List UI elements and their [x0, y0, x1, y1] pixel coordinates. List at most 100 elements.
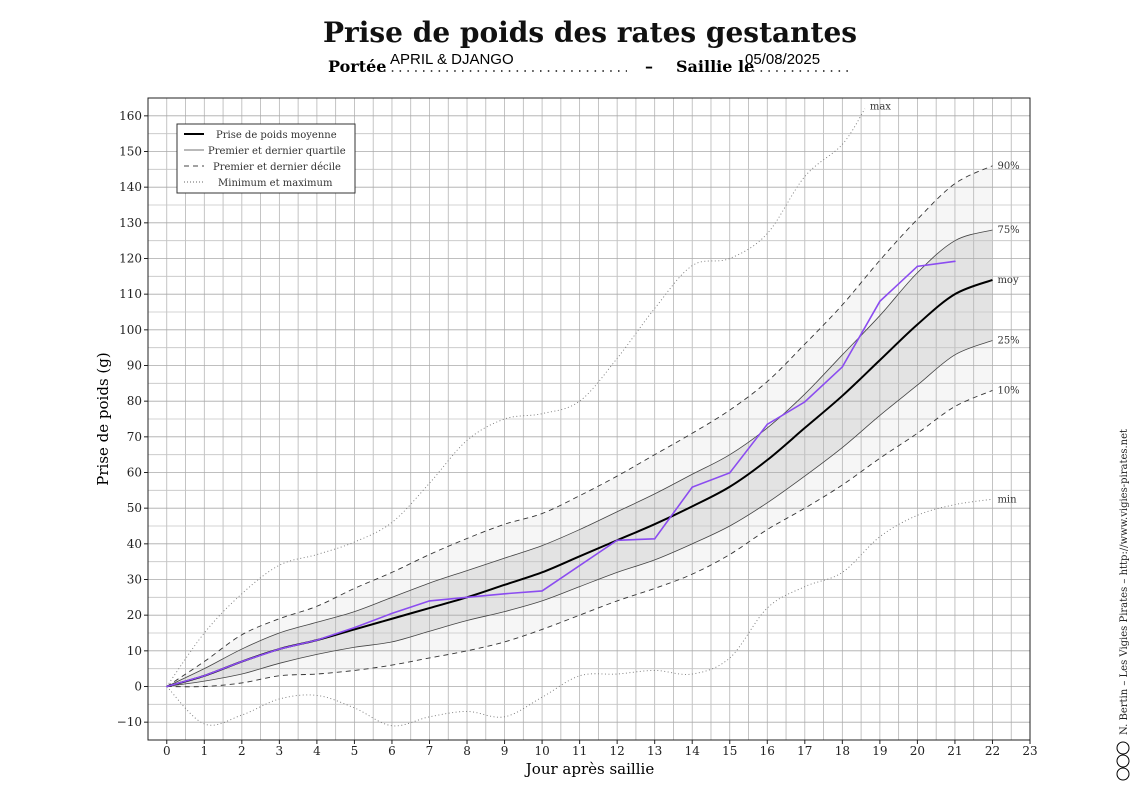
- legend: Prise de poids moyenne Premier et dernie…: [176, 123, 356, 194]
- y-tick-label: 100: [119, 323, 142, 337]
- series-point: [428, 600, 431, 602]
- curves: [165, 108, 993, 727]
- x-tick-label: 20: [910, 744, 925, 758]
- series-point: [691, 486, 694, 488]
- y-tick-label: 130: [119, 216, 142, 230]
- y-tick-label: 160: [119, 109, 142, 123]
- x-tick-label: 10: [534, 744, 549, 758]
- litter-value[interactable]: APRIL & DJANGO: [390, 51, 514, 68]
- page-title: Prise de poids des rates gestantes: [323, 16, 857, 49]
- legend-label-quartile: Premier et dernier quartile: [208, 146, 346, 157]
- mating-value[interactable]: 05/08/2025: [745, 51, 820, 68]
- x-tick-label: 5: [351, 744, 359, 758]
- series-point: [616, 539, 618, 542]
- y-tick-label: 20: [127, 608, 142, 622]
- y-tick-label: 10: [127, 644, 142, 658]
- curve-label-d10: 10%: [997, 385, 1019, 396]
- cc-icon: [1116, 767, 1130, 781]
- series-point: [278, 648, 281, 650]
- x-tick-label: 9: [501, 744, 509, 758]
- x-tick-label: 18: [835, 744, 850, 758]
- legend-label-mean: Prise de poids moyenne: [216, 130, 337, 141]
- copyright-icon: [1116, 741, 1130, 755]
- series-point: [954, 260, 956, 263]
- legend-label-decile: Premier et dernier décile: [213, 162, 341, 173]
- y-tick-label: 40: [127, 537, 142, 551]
- y-tick-label: 70: [127, 430, 142, 444]
- legend-box: [176, 123, 356, 194]
- curve-q75: [166, 229, 993, 687]
- x-tick-label: 21: [947, 744, 962, 758]
- x-tick-label: 11: [572, 744, 587, 758]
- credit-text: N. Bertin – Les Vigies Pirates – http://…: [1119, 429, 1130, 735]
- curve-label-d90: 90%: [997, 161, 1019, 172]
- curve-d90: [166, 165, 993, 687]
- x-tick-label: 16: [760, 744, 775, 758]
- x-tick-label: 7: [426, 744, 434, 758]
- series-point: [541, 590, 543, 592]
- y-tick-label: 120: [119, 252, 142, 266]
- x-tick-label: 2: [238, 744, 246, 758]
- curve-d10: [166, 390, 993, 688]
- series-point: [804, 401, 806, 403]
- x-tick-label: 23: [1022, 744, 1037, 758]
- y-tick-label: 140: [119, 180, 142, 194]
- x-tick-label: 15: [722, 744, 737, 758]
- litter-label: Portée: [328, 57, 386, 76]
- x-tick-label: 14: [685, 744, 701, 758]
- plot-area: 90% 75% moy 25% 10% min max: [147, 97, 1031, 741]
- curve-label-q25: 25%: [997, 336, 1019, 347]
- mating-label: Saillie le: [676, 57, 754, 76]
- y-tick-label: 0: [134, 680, 142, 694]
- y-tick-label: 110: [119, 287, 142, 301]
- series-point: [241, 660, 243, 663]
- x-axis-label: Jour après saillie: [524, 760, 655, 778]
- by-icon: [1116, 754, 1130, 768]
- y-tick-label: 60: [127, 466, 142, 480]
- x-tick-label: 17: [797, 744, 812, 758]
- y-tick-label: 90: [127, 359, 142, 373]
- series-point: [841, 366, 844, 368]
- x-tick-label: 19: [872, 744, 887, 758]
- y-tick-label: −10: [117, 715, 142, 729]
- series-point: [503, 592, 506, 595]
- series-point: [766, 423, 769, 426]
- series-point: [466, 596, 468, 599]
- series-point: [316, 639, 318, 641]
- curve-label-min: min: [997, 494, 1017, 505]
- plot-frame: [147, 97, 1031, 741]
- series-point: [165, 685, 168, 688]
- x-tick-label: 6: [388, 744, 396, 758]
- curve-label-mean: moy: [997, 275, 1019, 286]
- series-point: [879, 300, 881, 303]
- series-point: [916, 265, 919, 268]
- y-tick-label: 80: [127, 394, 142, 408]
- separator: –: [645, 57, 653, 76]
- y-axis-label: Prise de poids (g): [94, 352, 112, 485]
- curve-label-q75: 75%: [997, 225, 1019, 236]
- x-tick-label: 3: [276, 744, 284, 758]
- y-tick-label: 30: [127, 573, 142, 587]
- x-tick-label: 22: [985, 744, 1000, 758]
- y-tick-label: 50: [127, 501, 142, 515]
- series-point: [653, 538, 656, 540]
- series-point: [391, 612, 393, 615]
- x-tick-label: 12: [610, 744, 625, 758]
- form-line: Portée APRIL & DJANGO – Saillie le 05/08…: [328, 51, 848, 76]
- x-tick-label: 0: [163, 744, 171, 758]
- curve-label-max: max: [870, 102, 891, 113]
- x-tick-label: 13: [647, 744, 662, 758]
- license-icons: [1116, 741, 1130, 781]
- legend-label-minmax: Minimum et maximum: [218, 178, 333, 189]
- x-tick-label: 8: [463, 744, 471, 758]
- curve-q25: [166, 340, 993, 687]
- y-tick-label: 150: [119, 145, 142, 159]
- series-point: [728, 472, 731, 474]
- axis-ticks: 0 1 2 3 4 5 6 7 8 9 10 11 12 13 14 15 16 17 18 19 20 21 22 23−1…: [117, 109, 1038, 758]
- x-tick-label: 1: [200, 744, 208, 758]
- series-point: [203, 675, 206, 677]
- series-point: [353, 626, 356, 629]
- x-tick-label: 4: [313, 744, 321, 758]
- band-quartile: [166, 229, 993, 687]
